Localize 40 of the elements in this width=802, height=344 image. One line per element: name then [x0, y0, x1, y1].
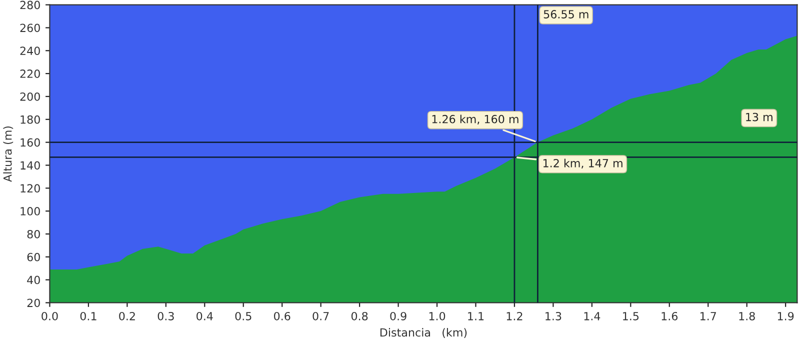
x-tick-label: 1.0: [429, 312, 446, 320]
x-tick-label: 1.7: [700, 312, 716, 320]
x-tick-label: 1.6: [662, 312, 678, 320]
y-tick-label: 20: [27, 298, 40, 308]
x-tick-label: 0.8: [351, 312, 368, 320]
annotation: 1.2 km, 147 m: [543, 158, 622, 169]
x-tick-label: 0.6: [274, 312, 290, 320]
y-tick-label: 140: [20, 161, 40, 170]
y-tick-label: 220: [20, 70, 40, 78]
x-tick-label: 0.5: [235, 312, 252, 320]
x-tick-label: 0.4: [196, 312, 213, 320]
x-tick-label: 1.2: [506, 312, 522, 320]
x-tick-label: 1.4: [584, 312, 600, 320]
x-tick-label: 0.0: [42, 312, 58, 320]
x-tick-label: 1.1: [468, 312, 484, 320]
y-tick-label: 40: [27, 276, 40, 284]
y-tick-label: 120: [20, 184, 40, 193]
y-tick-label: 80: [27, 230, 40, 238]
annotation: 56.55 m: [544, 10, 588, 18]
x-tick-label: 1.3: [546, 312, 562, 320]
x-tick-label: 1.8: [739, 312, 755, 320]
y-axis-title: Altura (m): [3, 126, 14, 182]
y-tick-label: 180: [20, 115, 40, 124]
y-tick-label: 240: [20, 46, 40, 56]
annotation: 1.26 km, 160 m: [432, 114, 518, 124]
x-tick-label: 0.9: [390, 312, 406, 320]
x-tick-label: 0.3: [158, 312, 174, 320]
y-tick-label: 60: [27, 252, 40, 262]
y-tick-label: 260: [20, 24, 40, 32]
y-tick-label: 280: [20, 0, 40, 10]
x-tick-label: 1.5: [623, 312, 639, 320]
y-tick-label: 200: [20, 92, 40, 101]
y-tick-label: 100: [20, 207, 40, 216]
y-tick-label: 160: [20, 138, 40, 147]
x-tick-label: 0.2: [119, 312, 135, 320]
x-tick-label: 0.7: [312, 312, 329, 320]
annotation: 13 m: [746, 112, 772, 122]
x-tick-label: 0.1: [80, 312, 96, 320]
x-tick-label: 1.9: [778, 312, 794, 320]
x-axis-title: Distancia (km): [380, 328, 467, 338]
